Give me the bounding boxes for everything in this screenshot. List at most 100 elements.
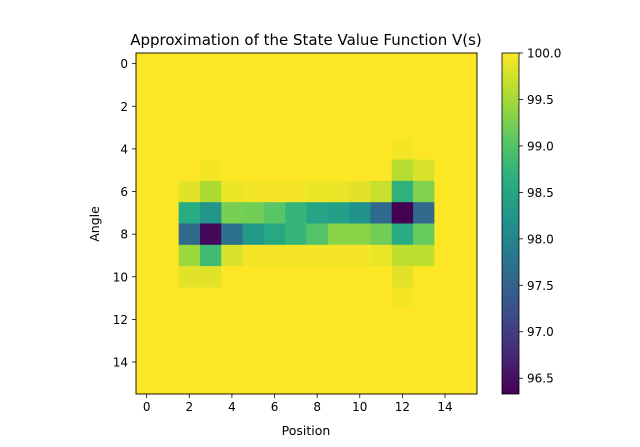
heatmap-cell <box>327 330 350 352</box>
heatmap-cell <box>391 330 414 352</box>
colorbar-tick-label: 100.0 <box>527 47 561 61</box>
colorbar-tick-label: 97.5 <box>527 279 554 293</box>
heatmap-cell <box>157 180 180 203</box>
heatmap-cell <box>136 180 158 203</box>
heatmap-cell <box>370 180 393 203</box>
heatmap-cell <box>327 53 350 75</box>
heatmap-cell <box>434 159 457 182</box>
heatmap-cell <box>199 287 222 310</box>
heatmap-cell <box>306 180 329 203</box>
heatmap-cell <box>136 74 158 97</box>
heatmap-cell <box>370 74 393 97</box>
heatmap-cell <box>434 287 457 310</box>
heatmap-cell <box>455 223 478 246</box>
heatmap-cell <box>306 74 329 97</box>
heatmap-cell <box>178 351 201 374</box>
y-tick-label: 12 <box>113 313 128 327</box>
heatmap-cell <box>242 287 265 310</box>
heatmap-cell <box>370 116 393 139</box>
chart-title: Approximation of the State Value Functio… <box>130 31 482 49</box>
heatmap-cell <box>285 159 307 182</box>
heatmap-cell <box>327 116 350 139</box>
heatmap-cell <box>349 244 371 267</box>
heatmap-cell <box>242 308 265 331</box>
heatmap-cell <box>178 74 201 97</box>
heatmap-cell <box>413 74 435 97</box>
heatmap-cell <box>285 202 307 224</box>
heatmap-cell <box>199 351 222 374</box>
heatmap-cell <box>178 116 201 139</box>
heatmap-cell <box>434 53 457 75</box>
heatmap-cell <box>455 180 478 203</box>
x-tick-label: 14 <box>437 400 452 414</box>
y-tick-label: 6 <box>120 185 128 199</box>
heatmap-cell <box>285 223 307 246</box>
heatmap-cell <box>263 308 286 331</box>
heatmap-cell <box>157 138 180 160</box>
heatmap-cell <box>434 202 457 224</box>
heatmap-cell <box>327 244 350 267</box>
heatmap-cell <box>391 372 414 395</box>
heatmap-cell <box>434 244 457 267</box>
heatmap-cell <box>413 53 435 75</box>
heatmap-cell <box>136 159 158 182</box>
heatmap-cell <box>136 95 158 118</box>
heatmap-cell <box>263 116 286 139</box>
x-axis-label: Position <box>282 423 331 438</box>
heatmap-cell <box>306 95 329 118</box>
colorbar-tick-label: 97.0 <box>527 325 554 339</box>
heatmap-cell <box>391 308 414 331</box>
heatmap-cell <box>306 202 329 224</box>
heatmap-cell <box>157 308 180 331</box>
y-tick-label: 4 <box>120 142 128 156</box>
heatmap-cell <box>455 202 478 224</box>
heatmap-cell <box>221 372 243 395</box>
heatmap-cell <box>157 159 180 182</box>
heatmap-cell <box>242 95 265 118</box>
heatmap-cell <box>178 330 201 352</box>
x-tick-label: 10 <box>352 400 367 414</box>
colorbar-tick-label: 99.0 <box>527 139 554 153</box>
heatmap-cell <box>413 95 435 118</box>
heatmap-cell <box>221 202 243 224</box>
heatmap-cell <box>263 95 286 118</box>
heatmap-cell <box>178 308 201 331</box>
heatmap-cell <box>306 308 329 331</box>
heatmap-cell <box>242 138 265 160</box>
heatmap-cell <box>221 308 243 331</box>
heatmap-cell <box>221 53 243 75</box>
heatmap-cell <box>327 351 350 374</box>
colorbar-tick-label: 98.5 <box>527 186 554 200</box>
y-axis-ticks: 0 2 4 6 8 10 12 14 <box>113 57 136 370</box>
heatmap-cell <box>263 138 286 160</box>
heatmap-cell <box>349 372 371 395</box>
colorbar-ticks: 96.5 97.0 97.5 98.0 98.5 99.0 99.5 100.0 <box>519 47 561 386</box>
heatmap-cell <box>199 244 222 267</box>
heatmap-cell <box>413 308 435 331</box>
heatmap-cell <box>242 351 265 374</box>
heatmap-cell <box>242 53 265 75</box>
heatmap-cell <box>370 351 393 374</box>
heatmap-cell <box>178 159 201 182</box>
heatmap-cell <box>413 223 435 246</box>
heatmap-cell <box>199 180 222 203</box>
heatmap-cell <box>391 74 414 97</box>
heatmap-cell <box>242 180 265 203</box>
heatmap-cell <box>349 138 371 160</box>
heatmap-cell <box>285 244 307 267</box>
heatmap-cell <box>199 74 222 97</box>
heatmap-cell <box>136 53 158 75</box>
heatmap-cell <box>136 266 158 288</box>
heatmap-cell <box>455 116 478 139</box>
heatmap-cell <box>391 138 414 160</box>
heatmap-cell <box>136 287 158 310</box>
heatmap-cell <box>136 244 158 267</box>
heatmap-cell <box>349 95 371 118</box>
heatmap-cell <box>263 266 286 288</box>
heatmap-cell <box>199 53 222 75</box>
heatmap-cell <box>242 372 265 395</box>
heatmap-cell <box>221 330 243 352</box>
heatmap-cell <box>434 223 457 246</box>
heatmap-cell <box>455 266 478 288</box>
heatmap-cell <box>136 116 158 139</box>
